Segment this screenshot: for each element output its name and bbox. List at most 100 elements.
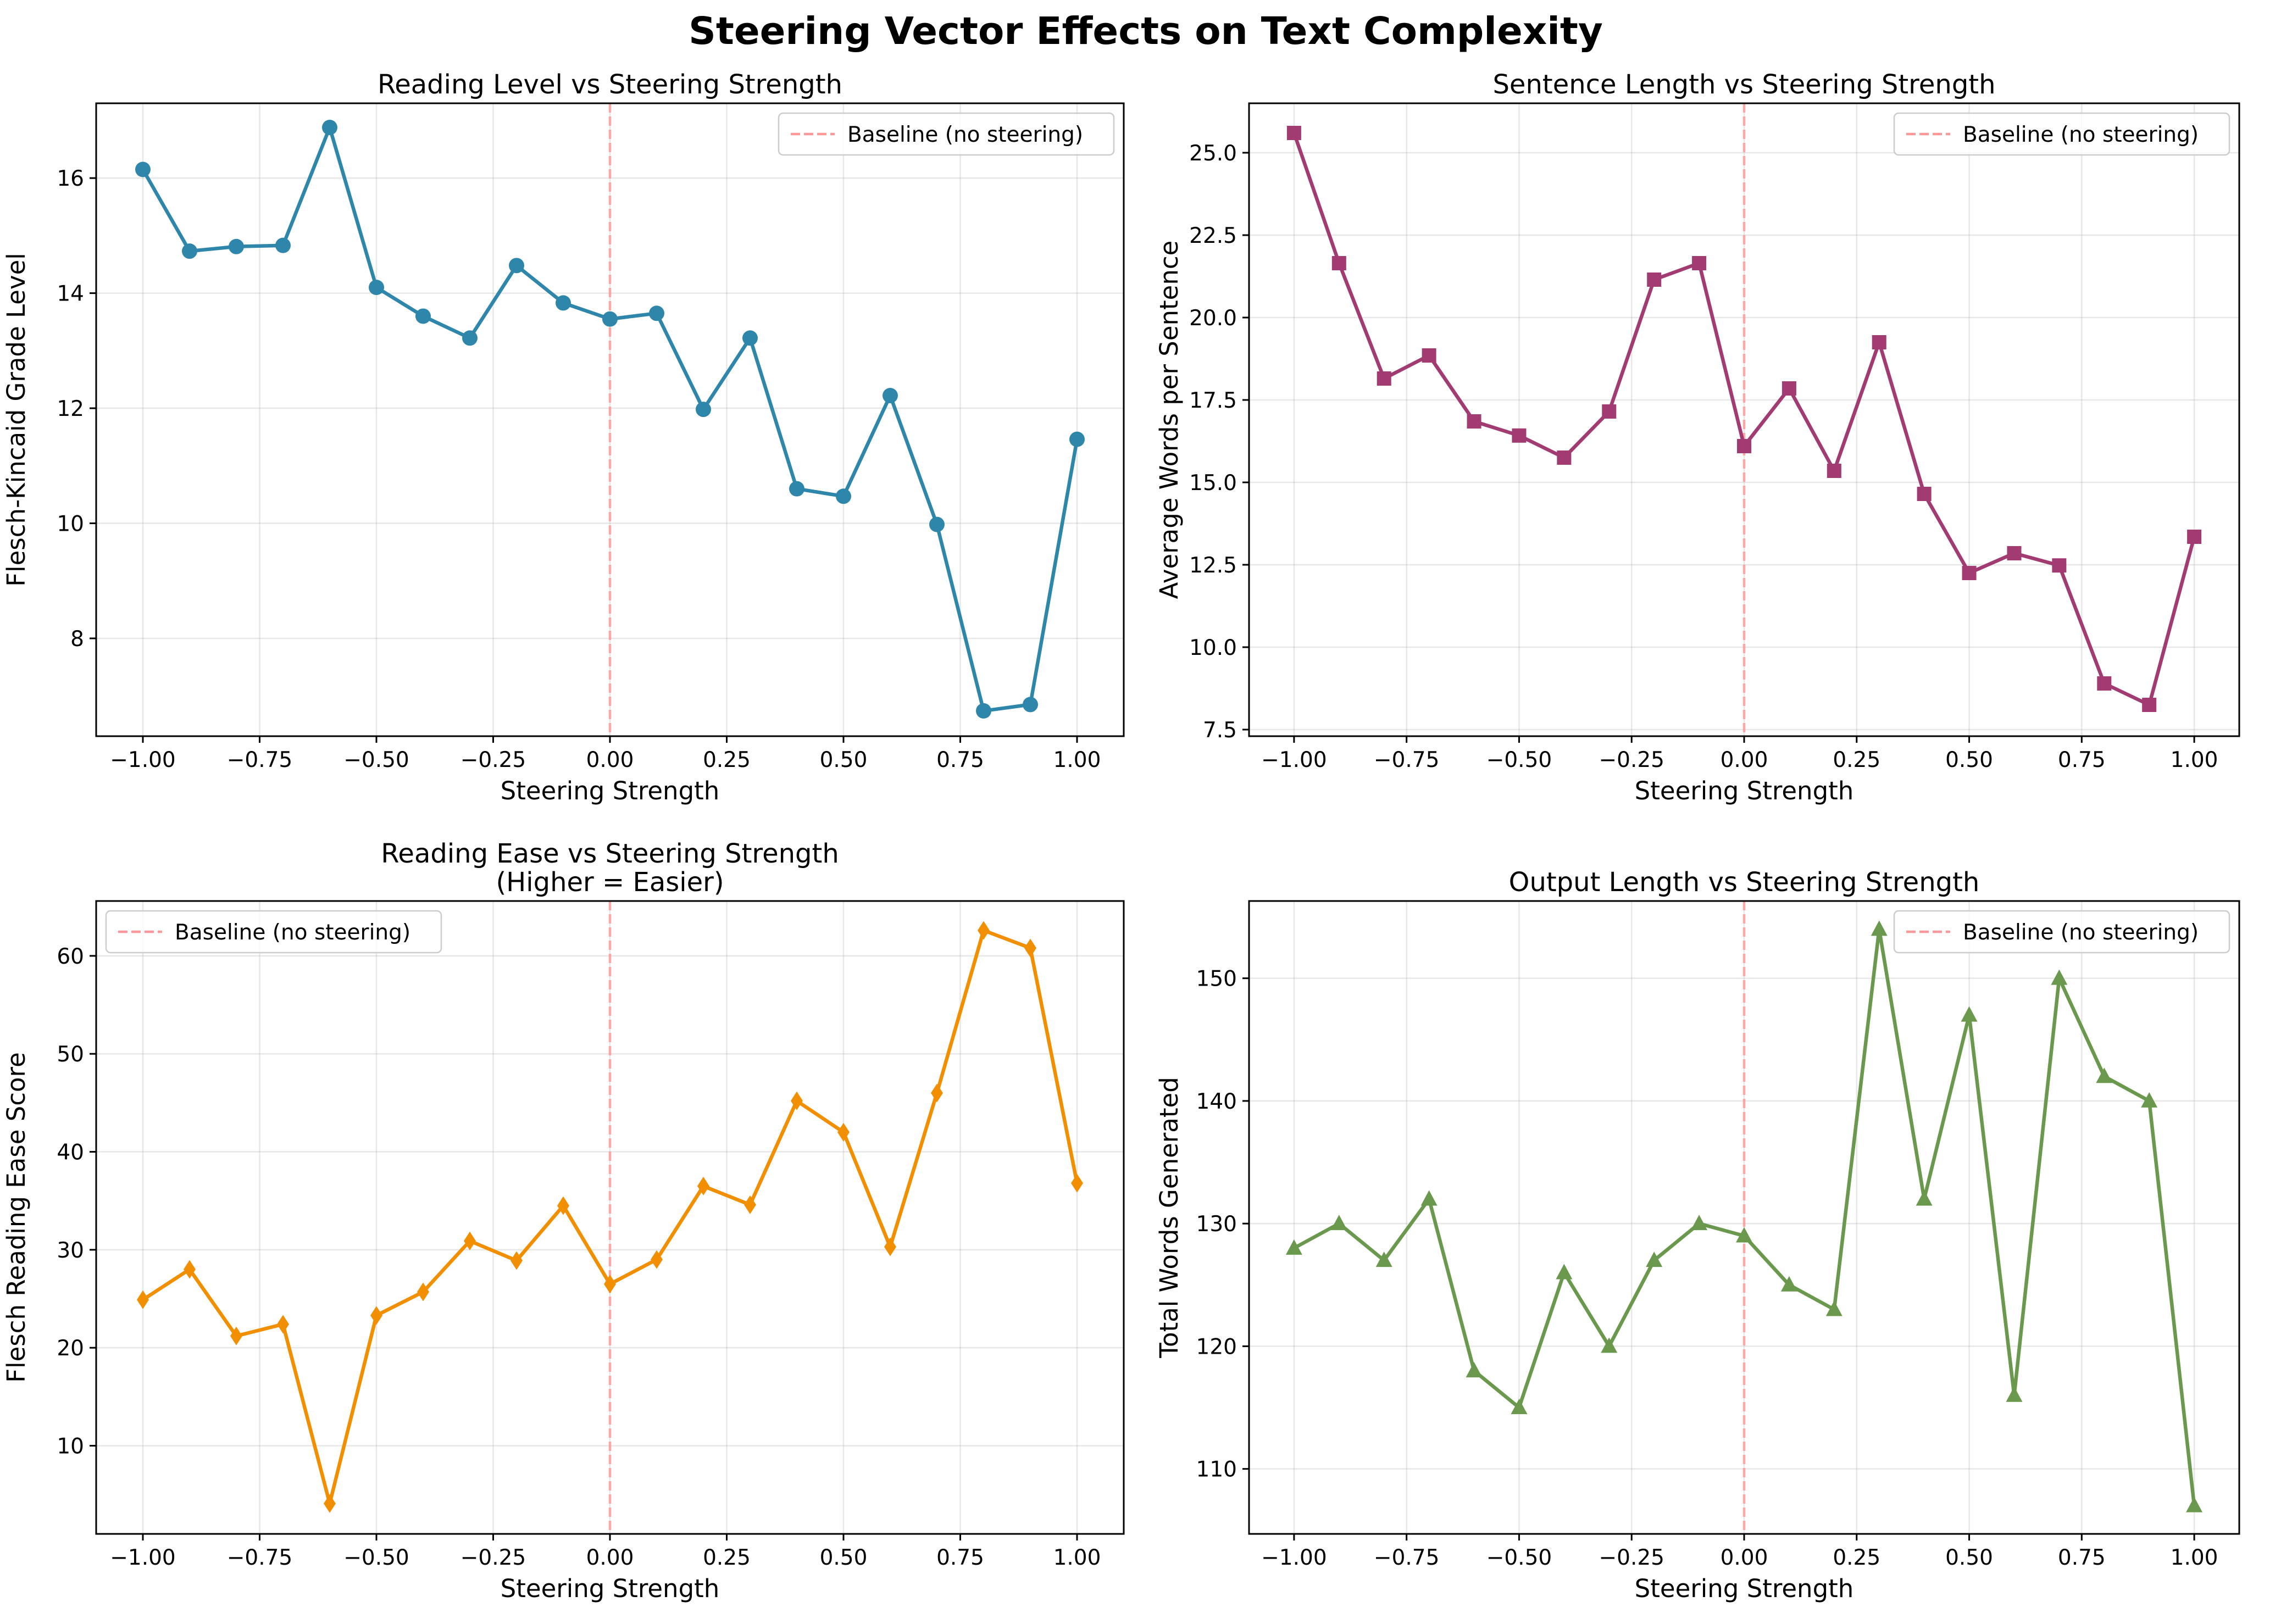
y-tick-label: 7.5 [1203, 718, 1237, 743]
y-tick-label: 12 [57, 397, 84, 421]
chart-panel-1: Reading Level vs Steering Strength −1.00 −… [2, 69, 1125, 805]
y-tick-label: 10.0 [1189, 636, 1237, 660]
y-axis-label: Flesch Reading Ease Score [2, 1052, 31, 1383]
data-point [789, 481, 804, 497]
data-point [1422, 348, 1436, 363]
data-point [697, 1176, 709, 1195]
x-tick-label: −0.75 [1374, 748, 1440, 772]
y-tick-label: 110 [1196, 1458, 1237, 1482]
data-point [604, 1275, 616, 1294]
x-tick-label: 1.00 [1053, 1545, 1101, 1570]
data-point [1871, 920, 1888, 936]
x-tick-label: 0.00 [586, 748, 634, 772]
data-point [1647, 272, 1662, 287]
x-tick-label: 0.50 [1945, 748, 1993, 772]
x-tick-label: 0.00 [1721, 748, 1768, 772]
chart-panels: Reading Level vs Steering Strength −1.00 −… [2, 69, 2240, 1603]
x-tick-label: 0.50 [1945, 1545, 1993, 1570]
data-point [1825, 1300, 1843, 1316]
data-point [322, 119, 337, 135]
data-point [230, 1326, 242, 1345]
y-tick-label: 120 [1196, 1334, 1237, 1359]
data-point [1331, 256, 1346, 270]
data-markers [1285, 920, 2203, 1512]
x-tick-label: −0.50 [1486, 1545, 1552, 1570]
y-tick-label: 140 [1196, 1089, 1237, 1114]
legend: Baseline (no steering) [778, 112, 1115, 156]
x-tick-label: 0.25 [703, 748, 751, 772]
gridlines [1249, 901, 2239, 1534]
x-axis-label: Steering Strength [1635, 776, 1854, 805]
x-tick-label: −0.25 [460, 748, 526, 772]
data-point [415, 308, 431, 324]
x-tick-label: −1.00 [110, 1545, 176, 1570]
data-point [649, 305, 664, 321]
y-tick-label: 10 [57, 512, 84, 537]
x-tick-label: −0.25 [1599, 1545, 1664, 1570]
legend-label: Baseline (no steering) [847, 123, 1083, 147]
chart-title: Reading Ease vs Steering Strength [381, 838, 839, 869]
x-tick-label: −0.50 [343, 1545, 409, 1570]
data-point [2141, 1092, 2158, 1108]
data-point [1375, 1252, 1392, 1267]
data-point [2096, 1067, 2113, 1083]
chart-title: Reading Level vs Steering Strength [378, 69, 842, 100]
data-point [1602, 404, 1617, 419]
y-tick-label: 130 [1196, 1212, 1237, 1237]
y-tick-label: 25.0 [1189, 141, 1237, 166]
data-point [1420, 1190, 1438, 1206]
legend-box [1893, 910, 2230, 954]
data-point [557, 1196, 569, 1215]
data-point [1691, 1215, 1708, 1231]
x-tick-label: 0.50 [820, 1545, 868, 1570]
x-tick-label: 0.00 [586, 1545, 634, 1570]
data-point [1377, 371, 1391, 386]
x-axis-label: Steering Strength [501, 1574, 720, 1603]
x-tick-label: −0.50 [1486, 748, 1552, 772]
legend-label: Baseline (no steering) [1963, 920, 2199, 945]
data-point [2007, 546, 2022, 560]
figure-title: Steering Vector Effects on Text Complexi… [689, 9, 1603, 53]
data-point [275, 237, 291, 253]
x-tick-label: −1.00 [110, 748, 176, 772]
y-tick-label: 15.0 [1189, 471, 1237, 496]
x-tick-label: −0.50 [343, 748, 409, 772]
chart-panel-3: Reading Ease vs Steering Strength(Higher… [2, 838, 1125, 1603]
data-point [556, 295, 571, 311]
data-point [2187, 530, 2202, 544]
x-tick-label: −0.75 [1374, 1545, 1440, 1570]
data-point [277, 1315, 289, 1334]
y-axis-label: Flesch-Kincaid Grade Level [2, 253, 31, 587]
x-tick-label: 0.50 [820, 748, 868, 772]
x-tick-label: 0.25 [1833, 1545, 1880, 1570]
chart-panel-4: Output Length vs Steering Strength −1.00 −… [1155, 867, 2240, 1603]
data-point [1692, 256, 1707, 270]
data-point [837, 1122, 850, 1142]
data-point [744, 1195, 756, 1214]
data-point [1827, 464, 1841, 478]
x-tick-label: 1.00 [2171, 748, 2218, 772]
data-point [1872, 335, 1886, 349]
chart-title: Sentence Length vs Steering Strength [1492, 69, 1995, 100]
data-point [1024, 938, 1036, 958]
data-point [1782, 381, 1796, 396]
data-point [929, 516, 945, 532]
x-tick-label: −0.25 [1599, 748, 1664, 772]
x-tick-label: 0.25 [703, 1545, 751, 1570]
data-point [464, 1231, 476, 1250]
data-point [836, 488, 851, 504]
data-point [1917, 487, 1932, 501]
data-point [1330, 1215, 1347, 1231]
x-tick-label: 0.25 [1833, 748, 1880, 772]
data-point [884, 1237, 896, 1256]
x-axis-label: Steering Strength [501, 776, 720, 805]
x-tick-label: −0.75 [227, 748, 293, 772]
chart-subtitle: (Higher = Easier) [496, 867, 724, 898]
legend-box [105, 910, 442, 954]
data-point [1069, 431, 1085, 447]
data-point [2052, 558, 2067, 573]
data-point [137, 1290, 149, 1309]
y-axis-label: Average Words per Sentence [1155, 241, 1184, 599]
data-point [135, 162, 151, 177]
